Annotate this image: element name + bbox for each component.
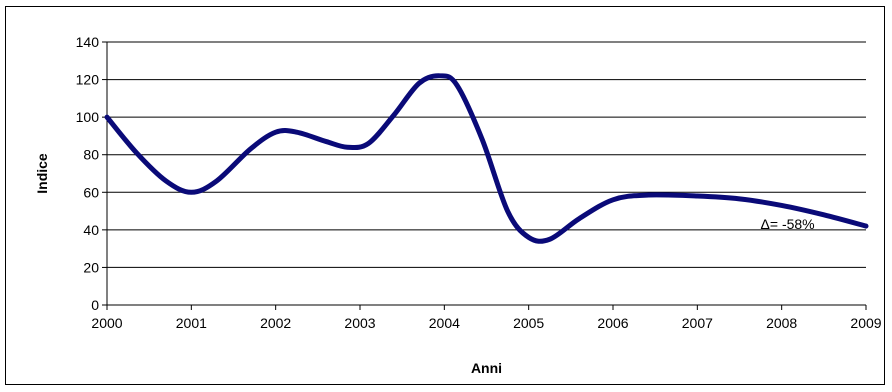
x-tick-label: 2001 [176,315,207,331]
x-tick-label: 2003 [344,315,375,331]
y-axis-title: Indice [34,153,50,194]
y-tick-label: 0 [91,297,99,313]
x-tick-label: 2009 [850,315,881,331]
x-tick-label: 2006 [597,315,628,331]
y-tick-label: 40 [83,222,99,238]
x-tick-label: 2005 [513,315,544,331]
y-tick-labels: 0 20 40 60 80 100 120 140 [76,34,100,313]
y-tick-label: 60 [83,184,99,200]
grid-lines [107,41,866,268]
x-axis-title: Anni [471,360,502,376]
y-tick-label: 140 [76,34,100,50]
x-tick-label: 2004 [429,315,460,331]
x-tick-label: 2007 [682,315,713,331]
x-tick-label: 2000 [91,315,122,331]
delta-annotation: Δ= -58% [761,216,815,232]
y-tick-label: 100 [76,109,100,125]
axes [102,41,867,310]
x-tick-labels: 2000 2001 2002 2003 2004 2005 2006 2007 2008 2009 [91,315,881,331]
series-line [104,73,869,244]
x-tick-label: 2002 [260,315,291,331]
y-tick-label: 20 [83,259,99,275]
x-tick-label: 2008 [766,315,797,331]
y-tick-label: 80 [83,147,99,163]
y-tick-label: 120 [76,72,100,88]
chart-frame [5,6,885,385]
